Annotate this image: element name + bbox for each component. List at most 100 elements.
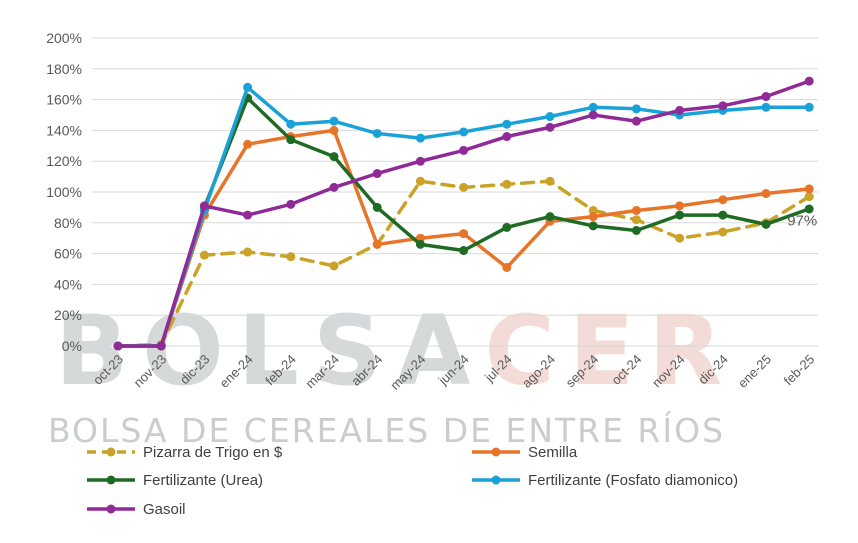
data-point bbox=[631, 226, 641, 235]
data-point bbox=[588, 102, 598, 112]
legend-item-semilla: Semilla bbox=[470, 440, 577, 464]
data-point bbox=[329, 125, 339, 135]
data-point bbox=[631, 205, 641, 215]
data-point bbox=[718, 210, 728, 220]
data-point bbox=[459, 246, 469, 256]
data-point bbox=[329, 261, 339, 271]
legend-label: Fertilizante (Fosfato diamonico) bbox=[528, 471, 739, 489]
data-point bbox=[286, 199, 296, 209]
data-point bbox=[804, 76, 814, 86]
data-point bbox=[286, 135, 296, 145]
legend-swatch-pizarra-trigo bbox=[87, 447, 135, 457]
watermark-logo: BOLSACER bbox=[55, 295, 736, 407]
x-tick-label: feb-25 bbox=[781, 352, 818, 389]
data-point bbox=[286, 119, 296, 129]
data-point bbox=[631, 104, 641, 114]
legend-item-pizarra-trigo: Pizarra de Trigo en $ bbox=[85, 440, 282, 464]
watermark-logo-part2: CER bbox=[484, 295, 736, 407]
data-point bbox=[243, 247, 253, 257]
legend-item-fosfato: Fertilizante (Fosfato diamonico) bbox=[470, 468, 738, 492]
data-point bbox=[545, 112, 555, 122]
data-point bbox=[372, 239, 382, 249]
y-tick-label: 20% bbox=[54, 307, 82, 323]
series-5 bbox=[113, 76, 814, 351]
y-axis-ticks: 0% 20% 40% 60% 80% 100% 120% 140% 160% 180% 200% bbox=[46, 30, 82, 354]
data-point bbox=[675, 210, 685, 220]
data-label: 97% bbox=[787, 213, 817, 230]
data-point bbox=[372, 169, 382, 179]
data-point bbox=[415, 239, 425, 249]
data-point bbox=[545, 122, 555, 132]
data-point bbox=[718, 101, 728, 111]
data-point bbox=[243, 210, 253, 220]
data-point bbox=[329, 182, 339, 192]
data-point bbox=[502, 179, 512, 189]
legend-label: Gasoil bbox=[143, 500, 186, 518]
data-point bbox=[804, 102, 814, 112]
data-point bbox=[675, 201, 685, 211]
legend-label: Pizarra de Trigo en $ bbox=[143, 443, 283, 461]
data-point bbox=[761, 189, 771, 199]
legend-swatch-gasoil bbox=[87, 504, 135, 514]
data-point bbox=[243, 139, 253, 149]
data-point bbox=[415, 133, 425, 143]
watermark-subtitle: BOLSA DE CEREALES DE ENTRE RÍOS bbox=[48, 410, 725, 450]
y-tick-label: 120% bbox=[46, 153, 82, 169]
data-point bbox=[286, 252, 296, 262]
data-point bbox=[113, 341, 123, 351]
y-tick-label: 180% bbox=[46, 61, 82, 77]
y-tick-label: 160% bbox=[46, 92, 82, 108]
data-point bbox=[372, 202, 382, 212]
data-point bbox=[329, 116, 339, 126]
legend-label: Semilla bbox=[528, 443, 578, 461]
data-point bbox=[588, 212, 598, 222]
data-point bbox=[545, 176, 555, 186]
data-point bbox=[459, 127, 469, 137]
y-tick-label: 0% bbox=[62, 338, 82, 354]
data-point bbox=[631, 215, 641, 225]
data-point bbox=[718, 195, 728, 205]
legend-item-gasoil: Gasoil bbox=[85, 497, 186, 521]
data-point bbox=[588, 205, 598, 215]
data-point bbox=[675, 105, 685, 115]
y-tick-label: 40% bbox=[54, 276, 82, 292]
data-point bbox=[761, 219, 771, 229]
series-lines bbox=[113, 76, 814, 351]
data-point bbox=[459, 229, 469, 239]
data-point bbox=[804, 184, 814, 194]
data-point bbox=[502, 132, 512, 142]
data-point bbox=[588, 221, 598, 231]
data-point bbox=[804, 192, 814, 202]
data-point bbox=[588, 110, 598, 120]
data-point bbox=[718, 227, 728, 237]
data-point bbox=[502, 222, 512, 232]
data-point bbox=[459, 145, 469, 155]
data-point bbox=[459, 182, 469, 192]
y-tick-label: 200% bbox=[46, 30, 82, 46]
gridlines bbox=[92, 37, 818, 347]
data-point bbox=[631, 116, 641, 126]
data-point bbox=[199, 250, 209, 260]
data-point bbox=[502, 119, 512, 129]
legend-swatch-urea bbox=[87, 475, 135, 485]
data-point bbox=[156, 341, 166, 351]
data-point bbox=[804, 204, 814, 214]
watermark-logo-part1: BOLSA bbox=[55, 295, 484, 407]
data-point bbox=[372, 128, 382, 138]
y-tick-label: 80% bbox=[54, 215, 82, 231]
y-tick-label: 100% bbox=[46, 184, 82, 200]
legend: Pizarra de Trigo en $ Semilla Fertilizan… bbox=[85, 440, 845, 540]
annotations: 97% bbox=[787, 213, 817, 230]
watermark: BOLSACER BOLSA DE CEREALES DE ENTRE RÍOS bbox=[48, 295, 736, 450]
data-point bbox=[761, 102, 771, 112]
legend-label: Fertilizante (Urea) bbox=[143, 471, 264, 489]
data-point bbox=[545, 212, 555, 222]
y-tick-label: 60% bbox=[54, 246, 82, 262]
x-tick-label: ene-25 bbox=[735, 352, 774, 391]
legend-item-urea: Fertilizante (Urea) bbox=[85, 468, 263, 492]
data-point bbox=[675, 233, 685, 243]
legend-swatch-semilla bbox=[472, 447, 520, 457]
data-point bbox=[329, 152, 339, 162]
data-point bbox=[502, 262, 512, 272]
